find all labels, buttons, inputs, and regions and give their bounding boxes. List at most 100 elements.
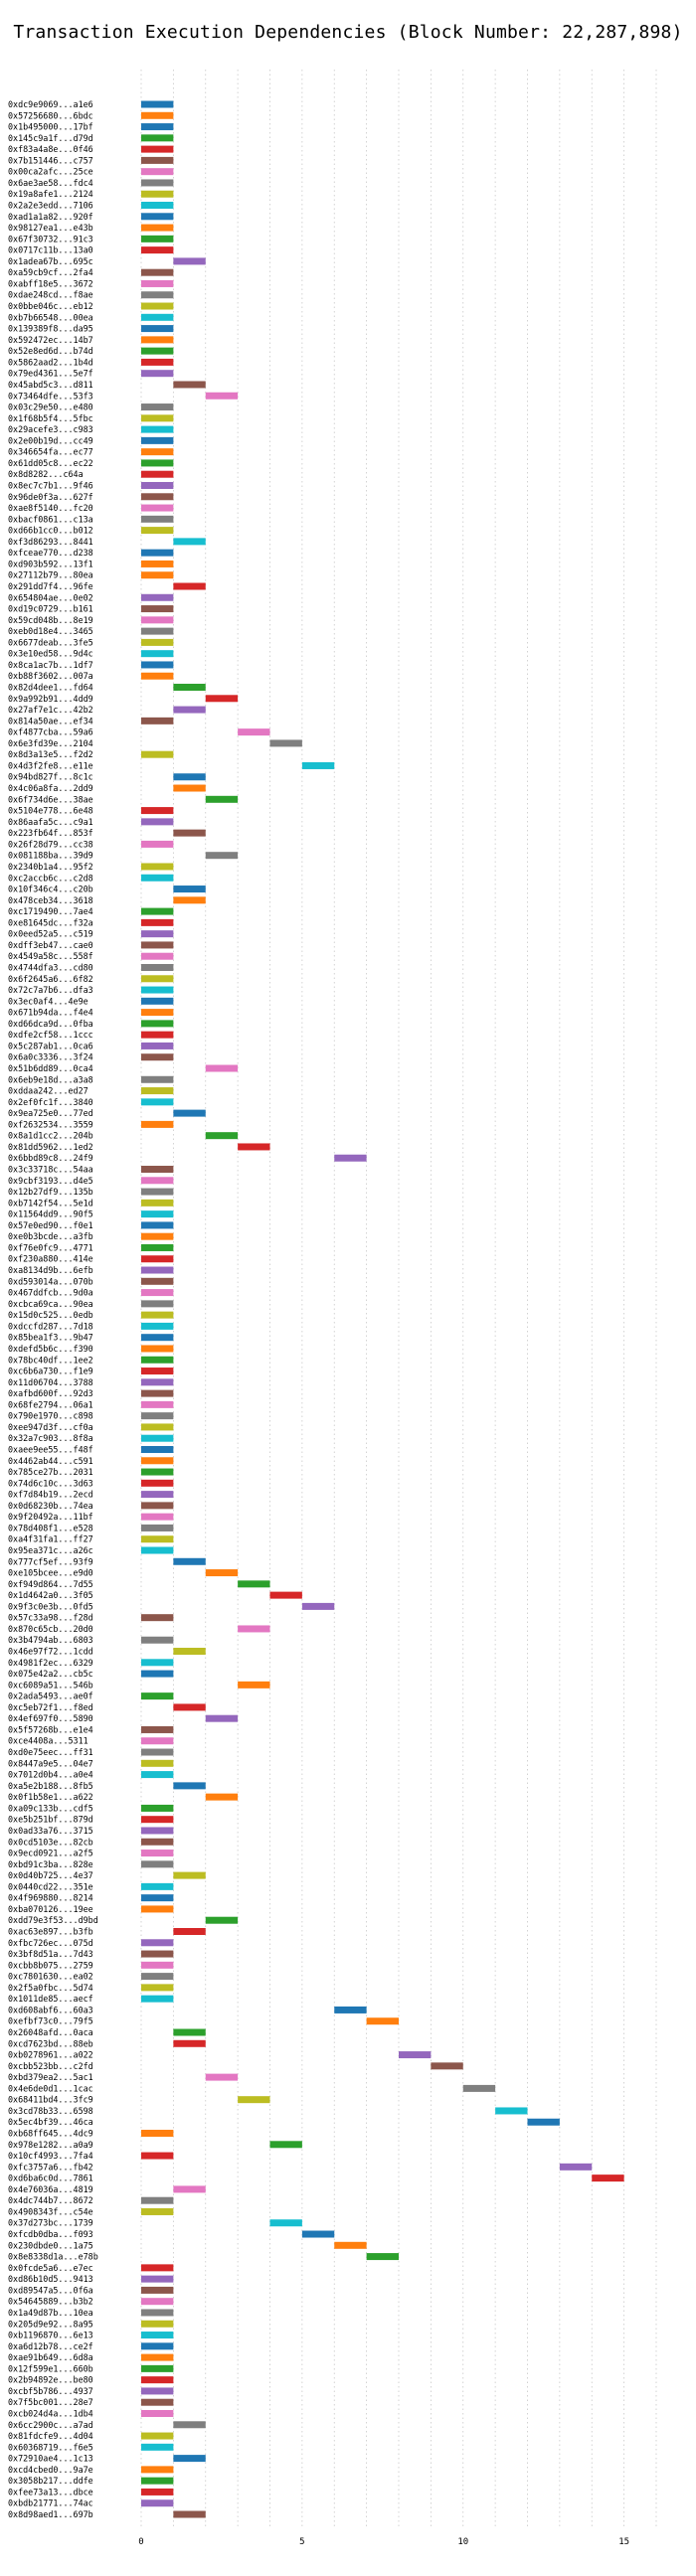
execution-bar	[141, 605, 174, 613]
transaction-label: 0x2a2e3edd...7106	[8, 201, 93, 211]
transaction-label: 0x19a8afe1...2124	[8, 189, 93, 199]
transaction-label: 0xd86b10d5...9413	[8, 2274, 93, 2284]
execution-bar	[141, 1479, 174, 1487]
transaction-label: 0xf3d86293...8441	[8, 537, 93, 547]
transaction-label: 0x230dbde0...1a75	[8, 2240, 93, 2250]
execution-bar	[141, 941, 174, 949]
execution-bar	[141, 2398, 174, 2406]
transaction-label: 0x978e1282...a0a9	[8, 2140, 93, 2150]
transaction-label: 0x9ea725e0...77ed	[8, 1108, 93, 1118]
execution-bar	[141, 202, 174, 210]
execution-bar	[141, 246, 174, 254]
transaction-label: 0x29acefe3...c983	[8, 424, 93, 434]
transaction-label: 0x26048afd...0aca	[8, 2027, 93, 2037]
execution-bar	[141, 2152, 174, 2160]
execution-bar	[141, 1995, 174, 2003]
execution-bar	[141, 2387, 174, 2395]
execution-bar	[141, 1882, 174, 1890]
transaction-label: 0x790e1970...c898	[8, 1411, 93, 1421]
transaction-label: 0xe81645dc...f32a	[8, 917, 93, 927]
execution-bar	[141, 818, 174, 826]
execution-bar	[141, 2488, 174, 2496]
transaction-label: 0x3c33718c...54aa	[8, 1165, 93, 1175]
transaction-label: 0x0d68230b...74ea	[8, 1501, 93, 1511]
transaction-label: 0xdccfd287...7d18	[8, 1321, 93, 1331]
execution-bar	[205, 392, 239, 400]
transaction-label: 0xc1719490...7ae4	[8, 906, 93, 916]
execution-bar	[141, 1221, 174, 1229]
transaction-label: 0xbd379ea2...5ac1	[8, 2072, 93, 2082]
transaction-label: 0xdc9e9069...a1e6	[8, 99, 93, 109]
transaction-label: 0xcbf5b786...4937	[8, 2386, 93, 2396]
transaction-label: 0x68fe2794...06a1	[8, 1399, 93, 1409]
x-tick-label: 15	[618, 2537, 629, 2547]
transaction-label: 0xf7d84b19...2ecd	[8, 1490, 93, 1500]
transaction-label: 0x7f5bc001...28e7	[8, 2397, 93, 2407]
execution-bar	[141, 2320, 174, 2328]
execution-bar	[173, 773, 206, 781]
execution-bar	[173, 2510, 206, 2518]
transaction-label: 0xcbb523bb...c2fd	[8, 2061, 93, 2071]
execution-bar	[141, 1939, 174, 1947]
transaction-label: 0x78d408f1...e528	[8, 1523, 93, 1532]
execution-bar	[141, 470, 174, 478]
transaction-label: 0x3bf8d51a...7d43	[8, 1949, 93, 1959]
transaction-label: 0x467ddfcb...9d0a	[8, 1288, 93, 1298]
transaction-label: 0xad1a1a82...920f	[8, 212, 93, 222]
transaction-label: 0x4e76036a...4819	[8, 2184, 93, 2194]
transaction-label: 0x3ec0af4...4e9e	[8, 996, 88, 1006]
transaction-label: 0x1f68b5f4...5fbc	[8, 413, 93, 423]
execution-bar	[141, 111, 174, 119]
execution-bar	[301, 2230, 335, 2238]
transaction-label: 0x8e8338d1a...e78b	[8, 2252, 98, 2262]
execution-bar	[141, 997, 174, 1005]
transaction-label: 0xba070126...19ee	[8, 1904, 93, 1914]
execution-bar	[366, 2253, 399, 2261]
transaction-label: 0xbdb21771...74ac	[8, 2498, 93, 2508]
transaction-label: 0x57256680...6bdc	[8, 110, 93, 120]
transaction-label: 0xeb0d18e4...3465	[8, 626, 93, 636]
transaction-label: 0xbd91c3ba...828e	[8, 1859, 93, 1869]
transaction-label: 0x5104e778...6e48	[8, 806, 93, 816]
execution-bar	[269, 1591, 302, 1599]
execution-bar	[141, 1491, 174, 1499]
execution-bar	[141, 1445, 174, 1453]
transaction-label: 0x12f599e1...660b	[8, 2363, 93, 2373]
transaction-label: 0xcbca69ca...90ea	[8, 1299, 93, 1309]
execution-bar	[141, 2432, 174, 2440]
execution-bar	[334, 2006, 367, 2013]
execution-bar	[141, 2309, 174, 2317]
transaction-label: 0x6f734d6e...38ae	[8, 794, 93, 804]
transaction-label: 0xd608abf6...60a3	[8, 2005, 93, 2014]
execution-bar	[141, 1210, 174, 1218]
transaction-label: 0x86aafa5c...c9a1	[8, 817, 93, 827]
transaction-label: 0x27af7e1c...42b2	[8, 705, 93, 715]
transaction-label: 0x5ec4bf39...46ca	[8, 2117, 93, 2127]
transaction-label: 0x2ada5493...ae0f	[8, 1691, 93, 1701]
execution-bar	[238, 1681, 270, 1689]
transaction-label: 0xc2accb6c...c2d8	[8, 873, 93, 883]
execution-bar	[205, 1793, 239, 1801]
transaction-label: 0x777cf5ef...93f9	[8, 1556, 93, 1566]
execution-bar	[141, 1389, 174, 1397]
transaction-label: 0x61dd05c8...ec22	[8, 458, 93, 468]
transaction-label: 0x10f346c4...c20b	[8, 885, 93, 894]
transaction-label: 0x1b495000...17bf	[8, 122, 93, 132]
transaction-label: 0x0717c11b...13a0	[8, 245, 93, 255]
execution-bar	[141, 493, 174, 501]
transaction-label: 0x0cd5103e...82cb	[8, 1837, 93, 1847]
execution-bar	[141, 336, 174, 344]
execution-bar	[141, 952, 174, 960]
transaction-label: 0xfcdb0dba...f093	[8, 2229, 93, 2239]
execution-bar	[141, 1289, 174, 1297]
transaction-label: 0xdd79e3f53...d9bd	[8, 1915, 98, 1925]
execution-bar	[141, 515, 174, 523]
execution-bar	[141, 302, 174, 310]
x-tick-label: 0	[138, 2537, 143, 2547]
execution-bar	[141, 190, 174, 198]
transaction-label: 0xcd4cbed0...9a7e	[8, 2465, 93, 2475]
execution-bar	[205, 1064, 239, 1072]
transaction-label: 0xf2632534...3559	[8, 1119, 93, 1129]
transaction-label: 0x592472ec...14b7	[8, 335, 93, 345]
execution-bar	[141, 1546, 174, 1554]
